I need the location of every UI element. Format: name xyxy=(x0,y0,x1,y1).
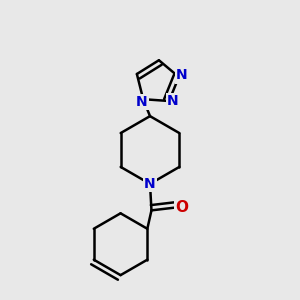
Text: N: N xyxy=(176,68,188,83)
Text: O: O xyxy=(175,200,188,215)
Text: N: N xyxy=(136,95,148,109)
Text: N: N xyxy=(167,94,178,108)
Text: N: N xyxy=(144,177,156,191)
